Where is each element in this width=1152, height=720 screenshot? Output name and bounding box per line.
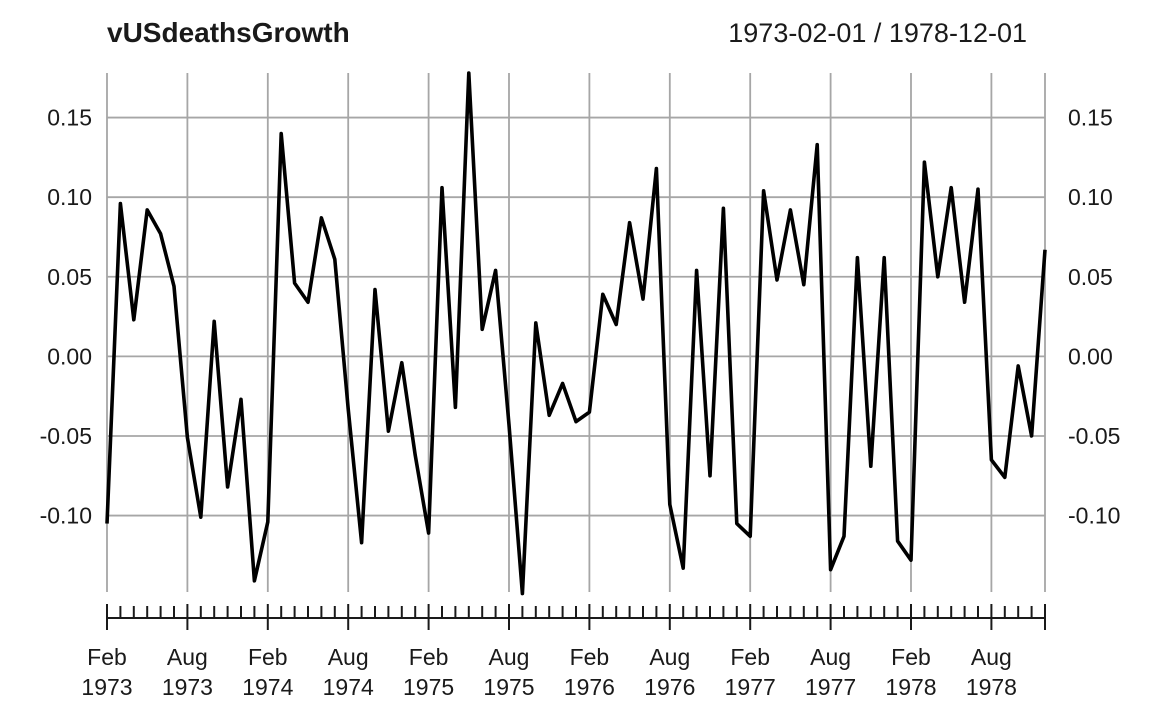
y-tick-label-left: -0.05 xyxy=(40,423,92,449)
series-layer xyxy=(105,71,1047,596)
x-tick-label-year: 1978 xyxy=(885,674,936,700)
y-axis-labels: 0.15 0.15 0.10 0.10 0.05 0.05 0.00 0.00 -0.05 -0.… xyxy=(40,105,1121,529)
x-tick-label-year: 1974 xyxy=(323,674,374,700)
x-tick-label-month: Aug xyxy=(810,644,851,670)
y-tick-label-left: 0.00 xyxy=(47,343,92,369)
x-tick-label-month: Aug xyxy=(167,644,208,670)
x-tick-label-year: 1974 xyxy=(242,674,293,700)
y-tick-label-right: 0.15 xyxy=(1068,105,1113,131)
x-tick-label-year: 1975 xyxy=(483,674,534,700)
x-tick-label-month: Aug xyxy=(328,644,369,670)
y-tick-label-left: 0.15 xyxy=(47,105,92,131)
y-tick-label-right: 0.10 xyxy=(1068,184,1113,210)
x-tick-label-month: Feb xyxy=(570,644,610,670)
series-line xyxy=(105,71,1047,596)
x-tick-label-month: Aug xyxy=(971,644,1012,670)
x-tick-label-month: Feb xyxy=(248,644,288,670)
x-tick-label-year: 1976 xyxy=(644,674,695,700)
x-axis: Feb 1973 Aug 1973 Feb 1974 Aug 1974 Feb 1975 Aug 19… xyxy=(81,604,1046,700)
date-range-label: 1973-02-01 / 1978-12-01 xyxy=(728,18,1027,48)
y-tick-label-left: 0.10 xyxy=(47,184,92,210)
x-tick-label-month: Feb xyxy=(409,644,449,670)
x-tick-label-year: 1978 xyxy=(966,674,1017,700)
y-tick-label-left: -0.10 xyxy=(40,503,92,529)
x-tick-label-year: 1977 xyxy=(805,674,856,700)
y-tick-label-right: -0.05 xyxy=(1068,423,1120,449)
y-tick-label-right: -0.10 xyxy=(1068,503,1120,529)
x-tick-label-year: 1977 xyxy=(725,674,776,700)
x-tick-label-month: Aug xyxy=(649,644,690,670)
x-tick-label-year: 1976 xyxy=(564,674,615,700)
x-tick-label-month: Aug xyxy=(489,644,530,670)
x-tick-label-month: Feb xyxy=(87,644,127,670)
x-tick-label-month: Feb xyxy=(891,644,931,670)
y-tick-label-right: 0.05 xyxy=(1068,264,1113,290)
chart-title: vUSdeathsGrowth xyxy=(107,17,350,48)
x-tick-label-year: 1973 xyxy=(81,674,132,700)
y-tick-label-right: 0.00 xyxy=(1068,343,1113,369)
x-tick-label-year: 1973 xyxy=(162,674,213,700)
x-tick-label-month: Feb xyxy=(730,644,770,670)
y-tick-label-left: 0.05 xyxy=(47,264,92,290)
x-tick-label-year: 1975 xyxy=(403,674,454,700)
